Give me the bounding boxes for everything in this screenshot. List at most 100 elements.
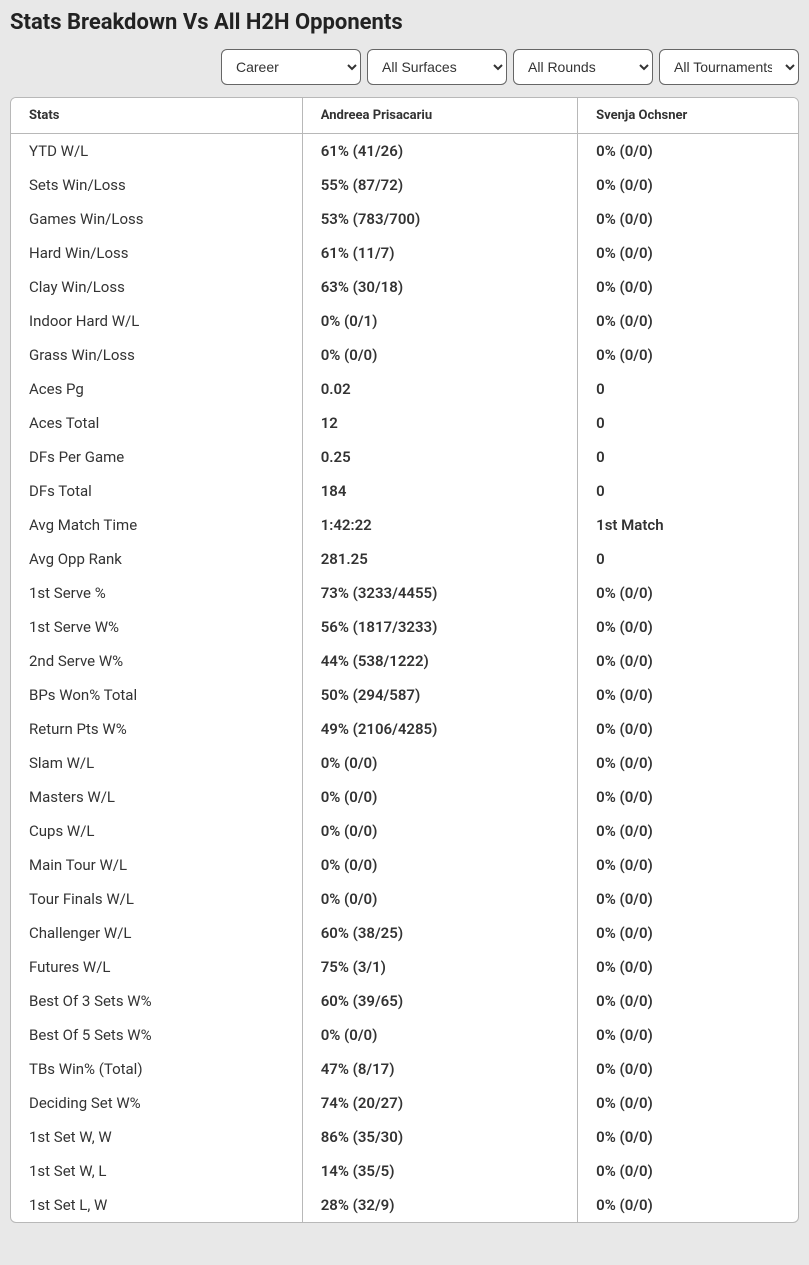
player2-value: 0 <box>578 406 798 440</box>
table-row: Masters W/L0% (0/0)0% (0/0) <box>11 780 798 814</box>
stat-label: DFs Per Game <box>11 440 302 474</box>
table-row: BPs Won% Total50% (294/587)0% (0/0) <box>11 678 798 712</box>
table-row: Aces Pg0.020 <box>11 372 798 406</box>
table-row: TBs Win% (Total)47% (8/17)0% (0/0) <box>11 1052 798 1086</box>
player2-value: 0% (0/0) <box>578 1018 798 1052</box>
table-row: 1st Set L, W28% (32/9)0% (0/0) <box>11 1188 798 1222</box>
player1-value: 49% (2106/4285) <box>302 712 577 746</box>
surface-select[interactable]: All Surfaces <box>367 49 507 85</box>
stat-label: Cups W/L <box>11 814 302 848</box>
player2-value: 0% (0/0) <box>578 236 798 270</box>
player1-value: 1:42:22 <box>302 508 577 542</box>
player1-value: 63% (30/18) <box>302 270 577 304</box>
table-header-row: Stats Andreea Prisacariu Svenja Ochsner <box>11 98 798 134</box>
player2-value: 0% (0/0) <box>578 984 798 1018</box>
player1-value: 73% (3233/4455) <box>302 576 577 610</box>
stat-label: Deciding Set W% <box>11 1086 302 1120</box>
table-row: Deciding Set W%74% (20/27)0% (0/0) <box>11 1086 798 1120</box>
stat-label: TBs Win% (Total) <box>11 1052 302 1086</box>
player1-value: 14% (35/5) <box>302 1154 577 1188</box>
stat-label: Challenger W/L <box>11 916 302 950</box>
player2-value: 1st Match <box>578 508 798 542</box>
table-row: 1st Set W, L14% (35/5)0% (0/0) <box>11 1154 798 1188</box>
player1-value: 0% (0/0) <box>302 780 577 814</box>
page-title: Stats Breakdown Vs All H2H Opponents <box>10 10 799 35</box>
table-row: 1st Set W, W86% (35/30)0% (0/0) <box>11 1120 798 1154</box>
stats-table-wrapper: Stats Andreea Prisacariu Svenja Ochsner … <box>10 97 799 1223</box>
player1-value: 50% (294/587) <box>302 678 577 712</box>
player2-value: 0% (0/0) <box>578 202 798 236</box>
table-row: Hard Win/Loss61% (11/7)0% (0/0) <box>11 236 798 270</box>
stat-label: Hard Win/Loss <box>11 236 302 270</box>
player2-value: 0% (0/0) <box>578 576 798 610</box>
player1-value: 74% (20/27) <box>302 1086 577 1120</box>
header-player2: Svenja Ochsner <box>578 98 798 134</box>
stat-label: 1st Serve W% <box>11 610 302 644</box>
player2-value: 0% (0/0) <box>578 1120 798 1154</box>
player1-value: 28% (32/9) <box>302 1188 577 1222</box>
player1-value: 60% (39/65) <box>302 984 577 1018</box>
player1-value: 75% (3/1) <box>302 950 577 984</box>
player1-value: 0% (0/0) <box>302 746 577 780</box>
table-row: Grass Win/Loss0% (0/0)0% (0/0) <box>11 338 798 372</box>
stat-label: Avg Match Time <box>11 508 302 542</box>
player1-value: 53% (783/700) <box>302 202 577 236</box>
tournament-select[interactable]: All Tournaments <box>659 49 799 85</box>
stat-label: Aces Total <box>11 406 302 440</box>
player2-value: 0 <box>578 440 798 474</box>
table-row: Tour Finals W/L0% (0/0)0% (0/0) <box>11 882 798 916</box>
player1-value: 0% (0/0) <box>302 338 577 372</box>
player1-value: 55% (87/72) <box>302 168 577 202</box>
player2-value: 0% (0/0) <box>578 304 798 338</box>
player1-value: 184 <box>302 474 577 508</box>
player2-value: 0% (0/0) <box>578 746 798 780</box>
player1-value: 44% (538/1222) <box>302 644 577 678</box>
player2-value: 0% (0/0) <box>578 1188 798 1222</box>
player1-value: 61% (41/26) <box>302 134 577 169</box>
table-row: Avg Opp Rank281.250 <box>11 542 798 576</box>
stat-label: 1st Set W, W <box>11 1120 302 1154</box>
table-row: 1st Serve W%56% (1817/3233)0% (0/0) <box>11 610 798 644</box>
stat-label: BPs Won% Total <box>11 678 302 712</box>
header-stat: Stats <box>11 98 302 134</box>
table-row: Slam W/L0% (0/0)0% (0/0) <box>11 746 798 780</box>
player1-value: 0% (0/1) <box>302 304 577 338</box>
player1-value: 61% (11/7) <box>302 236 577 270</box>
filters-row: Career All Surfaces All Rounds All Tourn… <box>10 49 799 85</box>
stat-label: Indoor Hard W/L <box>11 304 302 338</box>
player2-value: 0% (0/0) <box>578 1052 798 1086</box>
player2-value: 0% (0/0) <box>578 134 798 169</box>
table-row: Cups W/L0% (0/0)0% (0/0) <box>11 814 798 848</box>
stat-label: Return Pts W% <box>11 712 302 746</box>
period-select[interactable]: Career <box>221 49 361 85</box>
player2-value: 0% (0/0) <box>578 644 798 678</box>
player2-value: 0 <box>578 542 798 576</box>
table-row: YTD W/L61% (41/26)0% (0/0) <box>11 134 798 169</box>
player1-value: 86% (35/30) <box>302 1120 577 1154</box>
table-row: Aces Total120 <box>11 406 798 440</box>
stat-label: YTD W/L <box>11 134 302 169</box>
table-row: Best Of 5 Sets W%0% (0/0)0% (0/0) <box>11 1018 798 1052</box>
round-select[interactable]: All Rounds <box>513 49 653 85</box>
player1-value: 0.02 <box>302 372 577 406</box>
player2-value: 0% (0/0) <box>578 610 798 644</box>
table-row: Indoor Hard W/L0% (0/1)0% (0/0) <box>11 304 798 338</box>
stat-label: Avg Opp Rank <box>11 542 302 576</box>
table-row: Main Tour W/L0% (0/0)0% (0/0) <box>11 848 798 882</box>
table-row: Avg Match Time1:42:221st Match <box>11 508 798 542</box>
table-row: Return Pts W%49% (2106/4285)0% (0/0) <box>11 712 798 746</box>
player1-value: 0% (0/0) <box>302 848 577 882</box>
player2-value: 0% (0/0) <box>578 950 798 984</box>
stat-label: Masters W/L <box>11 780 302 814</box>
player1-value: 0% (0/0) <box>302 882 577 916</box>
player2-value: 0% (0/0) <box>578 780 798 814</box>
table-row: Futures W/L75% (3/1)0% (0/0) <box>11 950 798 984</box>
stat-label: 1st Set W, L <box>11 1154 302 1188</box>
stat-label: Best Of 5 Sets W% <box>11 1018 302 1052</box>
stat-label: 1st Set L, W <box>11 1188 302 1222</box>
stat-label: 2nd Serve W% <box>11 644 302 678</box>
player1-value: 56% (1817/3233) <box>302 610 577 644</box>
player2-value: 0% (0/0) <box>578 712 798 746</box>
stat-label: Best Of 3 Sets W% <box>11 984 302 1018</box>
table-row: Best Of 3 Sets W%60% (39/65)0% (0/0) <box>11 984 798 1018</box>
